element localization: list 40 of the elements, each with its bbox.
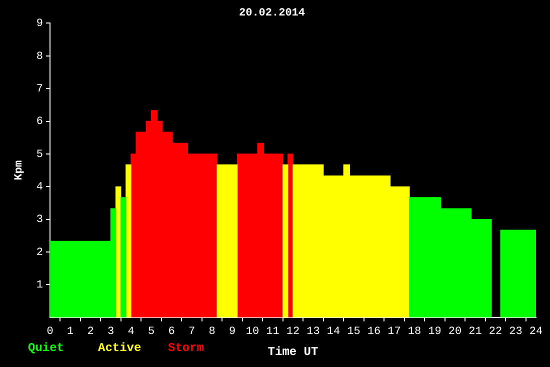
y-tick-label: 5 bbox=[36, 148, 43, 161]
x-tick-label: 19 bbox=[428, 326, 442, 338]
x-tick-label: 12 bbox=[286, 326, 300, 338]
x-tick-label: 18 bbox=[408, 326, 422, 338]
x-tick-label: 11 bbox=[266, 326, 280, 338]
x-tick-label: 20 bbox=[448, 326, 462, 338]
x-tick-label: 2 bbox=[87, 326, 94, 338]
y-tick-label: 7 bbox=[36, 83, 43, 96]
y-tick-label: 2 bbox=[36, 246, 43, 259]
y-tick-label: 6 bbox=[36, 116, 43, 128]
x-tick-label: 0 bbox=[46, 326, 54, 338]
x-tick-label: 23 bbox=[509, 326, 522, 338]
series-label: Quiet bbox=[28, 341, 66, 355]
y-tick-label: 1 bbox=[36, 280, 44, 292]
x-tick-label: 17 bbox=[388, 326, 401, 338]
x-axis-title: Time UT bbox=[268, 344, 318, 359]
x-tick-label: 14 bbox=[326, 326, 340, 338]
x-tick-label: 8 bbox=[208, 326, 216, 338]
y-tick-label: 8 bbox=[36, 50, 43, 63]
chart-title: 20.02.2014 bbox=[238, 7, 306, 20]
x-tick-label: 1 bbox=[66, 326, 74, 338]
y-tick-label: 9 bbox=[36, 18, 43, 30]
x-tick-label: 5 bbox=[148, 326, 155, 338]
x-tick-label: 13 bbox=[306, 326, 320, 338]
x-tick-label: 16 bbox=[367, 326, 381, 338]
y-tick-label: 4 bbox=[36, 182, 44, 194]
x-tick-label: 10 bbox=[246, 326, 260, 338]
x-tick-label: 24 bbox=[529, 326, 543, 338]
y-tick-label: 3 bbox=[36, 214, 43, 226]
x-tick-label: 15 bbox=[347, 326, 360, 338]
x-tick-label: 9 bbox=[228, 326, 236, 338]
series-label: Storm bbox=[168, 341, 206, 355]
x-tick-label: 4 bbox=[128, 326, 135, 338]
x-tick-label: 7 bbox=[188, 326, 196, 338]
x-tick-label: 6 bbox=[168, 326, 175, 338]
x-tick-label: 3 bbox=[107, 326, 114, 338]
y-axis-title: Kpm bbox=[13, 160, 26, 180]
x-tick-label: 22 bbox=[488, 326, 502, 338]
x-tick-label: 21 bbox=[468, 326, 482, 338]
text: Active bbox=[98, 341, 142, 355]
